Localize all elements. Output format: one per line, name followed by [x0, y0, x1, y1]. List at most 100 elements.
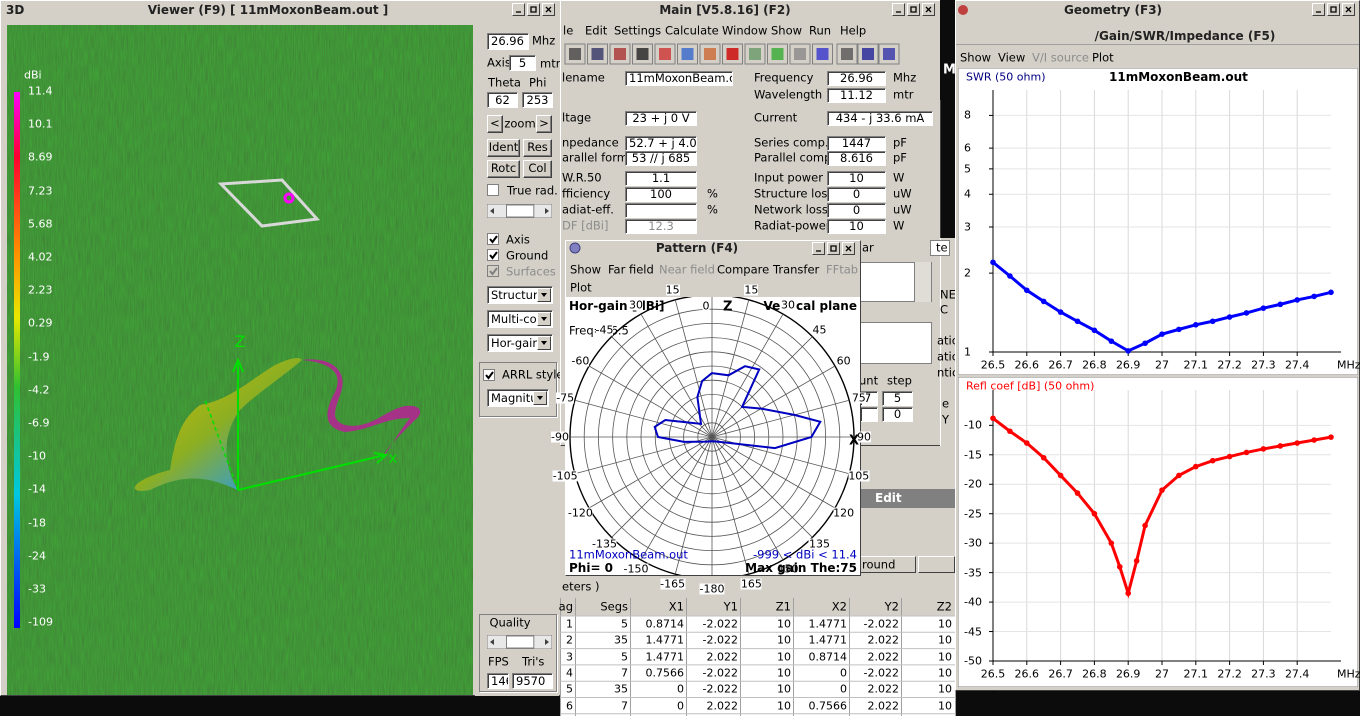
dropdown-arrow[interactable]	[533, 391, 547, 405]
close-button[interactable]	[842, 242, 855, 255]
column-header: Z1	[775, 599, 791, 614]
field[interactable]: 1.1	[625, 170, 697, 186]
field[interactable]: 253	[522, 92, 553, 108]
field[interactable]: 23 + j 0 V	[625, 110, 697, 126]
maximize-button[interactable]	[907, 3, 920, 16]
button[interactable]: Rotc	[487, 160, 520, 178]
cell: -2.022	[702, 617, 738, 631]
maximize-button[interactable]	[527, 3, 540, 16]
checkbox[interactable]	[487, 233, 499, 245]
slider-thumb	[506, 204, 535, 218]
field[interactable]: 10	[827, 170, 886, 186]
partial-text: atic	[937, 333, 959, 348]
field[interactable]: 53 // j 685	[625, 150, 697, 166]
slider[interactable]	[487, 204, 552, 218]
button[interactable]: Col	[523, 160, 552, 178]
minimize-button[interactable]	[892, 3, 905, 16]
menu-item[interactable]: Window	[722, 23, 768, 38]
dropdown-arrow[interactable]	[537, 312, 551, 326]
menu-item[interactable]: Show	[960, 50, 992, 65]
cell: 10	[938, 617, 952, 631]
field[interactable]: 12.3	[625, 218, 697, 234]
field[interactable]: 26.96	[487, 32, 529, 50]
minimize-button[interactable]	[1312, 3, 1325, 16]
maximize-button[interactable]	[1327, 3, 1340, 16]
menu-item[interactable]: Calculate	[665, 23, 719, 38]
dropdown[interactable]: Hor-gain	[487, 334, 553, 352]
dropdown[interactable]: Multi-colo	[487, 310, 553, 328]
field[interactable]: 52.7 + j 4.08	[625, 135, 697, 151]
checkbox[interactable]	[487, 265, 499, 277]
field[interactable]: 5	[509, 55, 536, 71]
control-panel	[475, 24, 559, 696]
field[interactable]: 434 - j 33.6 mA	[827, 110, 933, 126]
close-button[interactable]	[1342, 3, 1355, 16]
label: pF	[893, 150, 907, 165]
button[interactable]: Res	[523, 139, 552, 157]
minimize-button[interactable]	[512, 3, 525, 16]
data-point	[1260, 446, 1267, 452]
field[interactable]: 26.96	[827, 70, 886, 86]
menu-item[interactable]: Show	[771, 23, 803, 38]
partial-text: te	[936, 240, 948, 255]
menu-item[interactable]: Transfer	[773, 262, 820, 277]
menu-item[interactable]: Plot	[570, 280, 592, 295]
field[interactable]: 9570	[512, 673, 553, 689]
menu-item[interactable]: FFtab	[826, 262, 859, 277]
field[interactable]: 62	[487, 92, 518, 108]
menu-item[interactable]: Compare	[717, 262, 770, 277]
checkbox[interactable]	[487, 184, 499, 196]
button[interactable]: >	[536, 115, 552, 133]
menu-item[interactable]: V/I source	[1032, 50, 1089, 65]
scale-unit: dBi	[24, 68, 42, 82]
field[interactable]: 1447	[827, 135, 886, 151]
icon	[545, 6, 552, 13]
dropdown[interactable]: Structure	[487, 286, 553, 304]
menu-item[interactable]: Show	[570, 262, 602, 277]
window-icon	[569, 242, 581, 254]
field[interactable]: 146	[487, 673, 509, 689]
data-point	[1277, 301, 1284, 308]
label: Axis	[506, 232, 530, 247]
color-scale	[14, 92, 20, 628]
field[interactable]: 8.616	[827, 150, 886, 166]
field[interactable]: 0	[827, 186, 886, 202]
field[interactable]: 5	[882, 390, 913, 406]
menu-item[interactable]: View	[998, 50, 1026, 65]
button[interactable]: Ident	[487, 139, 520, 157]
field[interactable]: 10	[827, 218, 886, 234]
field[interactable]: 0	[882, 406, 913, 422]
dropdown-arrow[interactable]	[537, 336, 551, 350]
window-title: Pattern (F4)	[655, 241, 739, 255]
label: Frequency	[754, 70, 814, 85]
scale-label: -14	[28, 482, 46, 496]
field[interactable]	[860, 406, 878, 422]
label: %	[707, 202, 718, 217]
icon	[1345, 6, 1352, 13]
slider[interactable]	[487, 635, 552, 649]
field[interactable]: 11.12	[827, 87, 886, 103]
menu-item[interactable]: Run	[809, 23, 832, 38]
menu-item[interactable]: Plot	[1092, 50, 1114, 65]
field[interactable]	[625, 202, 697, 218]
field[interactable]: 100	[625, 186, 697, 202]
close-button[interactable]	[542, 3, 555, 16]
label: W.R.50	[562, 170, 602, 185]
menu-item[interactable]: Edit	[585, 23, 608, 38]
checkbox[interactable]	[483, 369, 495, 381]
minimize-button[interactable]	[812, 242, 825, 255]
menu-item[interactable]: Near field	[659, 262, 715, 277]
maximize-button[interactable]	[827, 242, 840, 255]
field[interactable]: 0	[827, 202, 886, 218]
checkbox[interactable]	[487, 249, 499, 261]
title-bar	[1, 1, 560, 19]
menu-item[interactable]: Help	[840, 23, 867, 38]
button[interactable]: <	[487, 115, 503, 133]
menu-item[interactable]: Settings	[614, 23, 662, 38]
dropdown-arrow[interactable]	[537, 288, 551, 302]
menu-item[interactable]: Far field	[608, 262, 654, 277]
menu-item[interactable]: le	[563, 23, 574, 38]
field[interactable]: 11mMoxonBeam.out	[625, 70, 733, 86]
caption: eters )	[562, 579, 600, 594]
close-button[interactable]	[922, 3, 935, 16]
